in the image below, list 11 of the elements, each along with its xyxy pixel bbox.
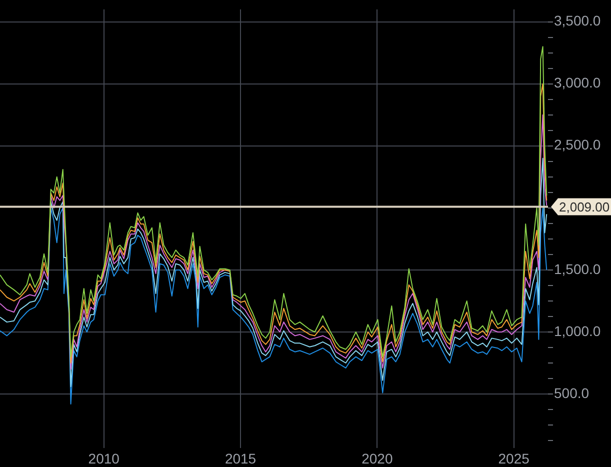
x-tick-label: 2010 [88,450,120,466]
x-tick-label: 2020 [362,450,393,466]
x-tick-label: 2015 [224,450,256,466]
ref-line-label: 2,009.00 [559,199,610,214]
y-tick-label: 3,500.0 [554,12,601,29]
y-tick-label: 1,500.0 [554,260,601,277]
y-tick-label: 500.0 [554,384,590,401]
y-tick-label: 2,500.0 [554,136,601,153]
y-tick-label: 1,000.0 [554,322,601,339]
x-tick-label: 2025 [498,450,530,466]
y-tick-label: 3,000.0 [554,74,601,91]
